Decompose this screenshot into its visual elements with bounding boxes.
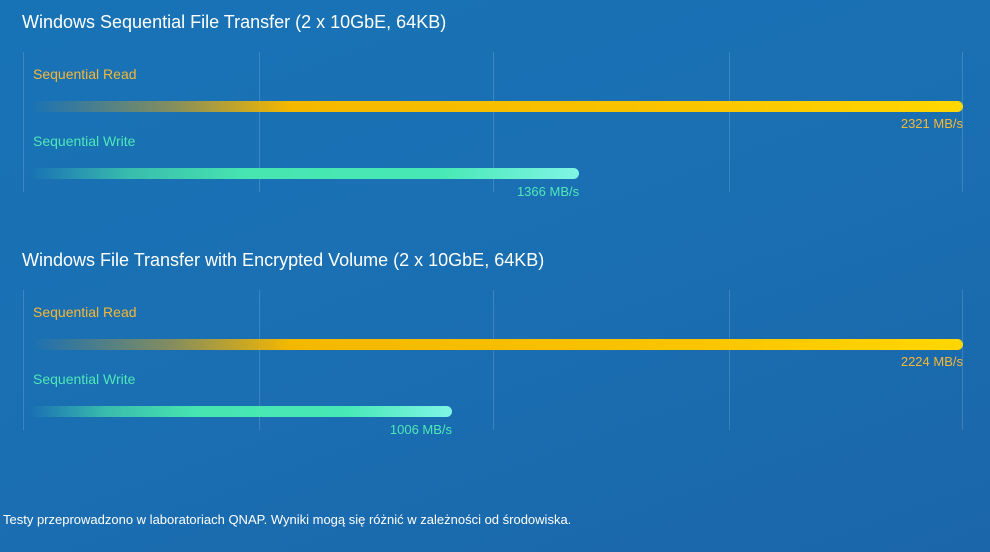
gridline: [23, 290, 24, 430]
bar-chart: Sequential Read 2321 MB/s Sequential Write…: [0, 52, 990, 199]
gridline: [493, 52, 494, 192]
bar: [30, 339, 963, 350]
chart-title: Windows File Transfer with Encrypted Vol…: [22, 250, 545, 270]
gridline: [962, 52, 963, 192]
footnote: Testy przeprowadzono w laboratoriach QNA…: [3, 512, 572, 527]
bar: [30, 168, 580, 179]
series-label: Sequential Read: [33, 304, 137, 320]
series-label: Sequential Read: [33, 66, 137, 82]
gridline: [493, 290, 494, 430]
series-label: Sequential Write: [33, 371, 136, 387]
gridline: [259, 290, 260, 430]
chart-title: Windows Sequential File Transfer (2 x 10…: [22, 12, 447, 32]
series-label: Sequential Write: [33, 133, 136, 149]
bar: [30, 101, 963, 112]
value-label: 2224 MB/s: [900, 354, 963, 369]
gridline: [962, 290, 963, 430]
gridline: [23, 52, 24, 192]
gridline: [729, 290, 730, 430]
gridline: [729, 52, 730, 192]
value-label: 1366 MB/s: [516, 184, 580, 199]
value-label: 1006 MB/s: [389, 422, 453, 437]
bar: [30, 406, 453, 417]
bar-chart: Sequential Read 2224 MB/s Sequential Write…: [0, 290, 990, 437]
gridline: [259, 52, 260, 192]
value-label: 2321 MB/s: [900, 116, 963, 131]
